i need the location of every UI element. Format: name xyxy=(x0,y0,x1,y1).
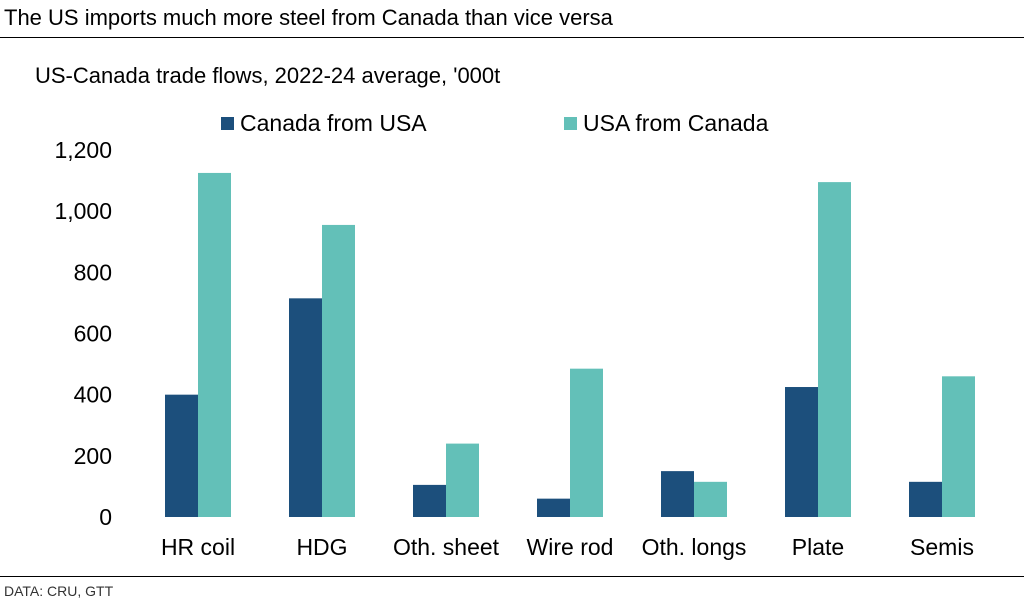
y-tick-label-600: 600 xyxy=(74,321,112,347)
bar-semis-canada-from-usa xyxy=(909,481,942,517)
bar-oth-sheet-usa-from-canada xyxy=(446,443,479,517)
y-tick-label-400: 400 xyxy=(74,382,112,408)
bar-wire-rod-canada-from-usa xyxy=(537,498,570,517)
legend-label-canada-from-usa: Canada from USA xyxy=(240,109,427,136)
source-note: DATA: CRU, GTT xyxy=(4,583,114,599)
legend-swatch-canada-from-usa xyxy=(221,116,234,130)
top-divider xyxy=(0,37,1024,38)
bar-semis-usa-from-canada xyxy=(942,376,975,517)
bar-hdg-usa-from-canada xyxy=(322,224,355,517)
y-tick-label-200: 200 xyxy=(74,443,112,469)
legend: Canada from USA USA from Canada xyxy=(0,108,1024,138)
chart-title: US-Canada trade flows, 2022-24 average, … xyxy=(35,63,501,88)
bar-hdg-canada-from-usa xyxy=(289,298,322,517)
bottom-divider xyxy=(0,576,1024,577)
x-tick-label-plate: Plate xyxy=(792,534,844,560)
bar-oth-longs-usa-from-canada xyxy=(694,481,727,517)
bar-hr-coil-usa-from-canada xyxy=(198,172,231,517)
x-tick-label-hr-coil: HR coil xyxy=(161,534,235,560)
y-tick-label-1200: 1,200 xyxy=(54,137,112,163)
bar-oth-longs-canada-from-usa xyxy=(661,471,694,517)
legend-item-usa-from-canada: USA from Canada xyxy=(564,108,768,138)
y-tick-label-1000: 1,000 xyxy=(54,198,112,224)
legend-swatch-usa-from-canada xyxy=(564,116,577,130)
x-tick-label-semis: Semis xyxy=(910,534,974,560)
bar-hr-coil-canada-from-usa xyxy=(165,394,198,517)
x-tick-label-wire-rod: Wire rod xyxy=(527,534,614,560)
chart-headline: The US imports much more steel from Cana… xyxy=(4,5,613,30)
legend-item-canada-from-usa: Canada from USA xyxy=(221,108,427,138)
x-tick-label-hdg: HDG xyxy=(296,534,347,560)
bar-plate-usa-from-canada xyxy=(818,182,851,518)
bar-wire-rod-usa-from-canada xyxy=(570,368,603,517)
x-tick-label-oth-sheet: Oth. sheet xyxy=(393,534,500,560)
legend-label-usa-from-canada: USA from Canada xyxy=(583,109,769,136)
bar-oth-sheet-canada-from-usa xyxy=(413,484,446,517)
x-tick-label-oth-longs: Oth. longs xyxy=(642,534,747,560)
y-tick-label-0: 0 xyxy=(99,504,112,530)
y-tick-label-800: 800 xyxy=(74,259,112,285)
bar-plate-canada-from-usa xyxy=(785,387,818,517)
